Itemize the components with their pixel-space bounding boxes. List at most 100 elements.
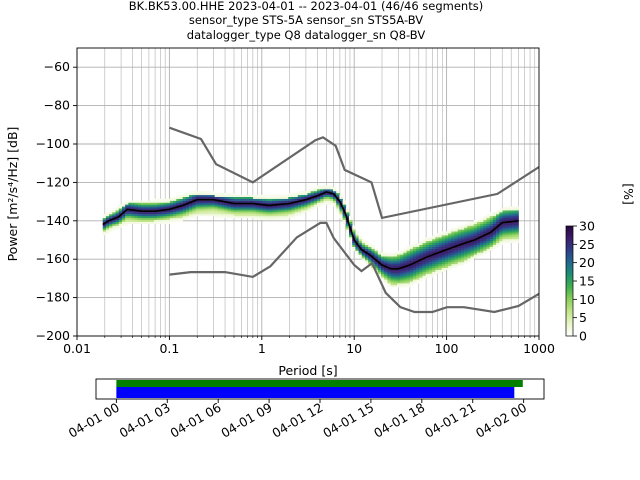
heatmap-cell xyxy=(259,216,263,219)
heatmap-cell xyxy=(230,194,235,197)
heatmap-cell xyxy=(512,239,516,242)
heatmap-cell xyxy=(419,244,423,247)
heatmap-cell xyxy=(173,204,177,207)
heatmap-cell xyxy=(221,196,225,199)
heatmap-cell xyxy=(294,196,299,199)
heatmap-cell xyxy=(291,196,295,199)
heatmap-cell xyxy=(515,227,519,230)
heatmap-cell xyxy=(224,210,228,213)
heatmap-cell xyxy=(192,204,196,207)
heatmap-cell xyxy=(313,206,318,209)
heatmap-cell xyxy=(115,219,120,222)
heatmap-cell xyxy=(211,191,215,194)
heatmap-cell xyxy=(377,264,382,267)
heatmap-cell xyxy=(448,237,452,240)
heatmap-cell xyxy=(438,267,443,270)
heatmap-cell xyxy=(435,244,439,247)
heatmap-cell xyxy=(317,192,321,196)
heatmap-cell xyxy=(425,273,430,276)
heatmap-cell xyxy=(396,256,401,259)
heatmap-cell xyxy=(345,231,350,234)
heatmap-cell xyxy=(448,258,452,261)
heatmap-cell xyxy=(304,206,308,209)
heatmap-cell xyxy=(272,210,276,213)
heatmap-cell xyxy=(221,192,225,196)
heatmap-cell xyxy=(141,204,145,207)
heatmap-cell xyxy=(444,231,449,234)
heatmap-cell xyxy=(451,239,455,242)
heatmap-cell xyxy=(438,256,443,259)
heatmap-cell xyxy=(345,208,350,211)
heatmap-cell xyxy=(425,254,430,257)
heatmap-cell xyxy=(492,217,497,221)
heatmap-cell xyxy=(403,250,407,253)
heatmap-cell xyxy=(492,223,497,226)
heatmap-cell xyxy=(441,254,446,257)
heatmap-cell xyxy=(419,250,423,253)
heatmap-cell xyxy=(333,198,337,201)
heatmap-cell xyxy=(227,198,231,201)
heatmap-cell xyxy=(403,277,407,280)
heatmap-cell xyxy=(131,216,136,219)
heatmap-cell xyxy=(489,212,494,215)
heatmap-cell xyxy=(243,210,247,213)
heatmap-cell xyxy=(211,196,215,199)
heatmap-cell xyxy=(243,200,247,203)
heatmap-cell xyxy=(281,214,286,217)
heatmap-cell xyxy=(256,204,260,207)
heatmap-cell xyxy=(169,202,174,205)
heatmap-cell xyxy=(201,208,206,211)
heatmap-cell xyxy=(333,189,337,192)
heatmap-cell xyxy=(380,273,385,276)
heatmap-cell xyxy=(253,212,257,215)
heatmap-cell xyxy=(473,235,478,238)
heatmap-cell xyxy=(396,275,401,278)
heatmap-cell xyxy=(147,208,152,211)
heatmap-cell xyxy=(454,248,459,251)
heatmap-cell xyxy=(396,252,401,255)
heatmap-cell xyxy=(441,267,446,270)
heatmap-cell xyxy=(508,235,513,238)
heatmap-cell xyxy=(182,202,187,205)
heatmap-cell xyxy=(304,191,308,194)
heatmap-cell xyxy=(233,216,238,219)
heatmap-cell xyxy=(166,210,171,213)
heatmap-cell xyxy=(224,204,228,207)
heatmap-cell xyxy=(208,208,212,211)
heatmap-cell xyxy=(508,239,513,242)
heatmap-cell xyxy=(166,219,171,222)
heatmap-cell xyxy=(409,248,414,251)
heatmap-cell xyxy=(515,217,519,221)
heatmap-cell xyxy=(339,216,343,219)
heatmap-cell xyxy=(403,275,407,278)
heatmap-cell xyxy=(253,204,257,207)
heatmap-cell xyxy=(505,206,510,209)
heatmap-cell xyxy=(262,217,267,221)
heatmap-cell xyxy=(230,206,235,209)
heatmap-cell xyxy=(275,216,279,219)
heatmap-cell xyxy=(352,229,356,232)
heatmap-cell xyxy=(496,221,500,224)
heatmap-cell xyxy=(435,250,439,253)
heatmap-cell xyxy=(211,214,215,217)
heatmap-cell xyxy=(320,198,324,201)
heatmap-cell xyxy=(483,240,487,244)
heatmap-cell xyxy=(102,229,107,232)
heatmap-cell xyxy=(278,204,283,207)
heatmap-cell xyxy=(307,191,311,194)
heatmap-cell xyxy=(361,242,366,245)
heatmap-cell xyxy=(508,217,513,221)
heatmap-cell xyxy=(243,208,247,211)
heatmap-cell xyxy=(496,231,500,234)
heatmap-cell xyxy=(253,194,257,197)
heatmap-cell xyxy=(403,262,407,265)
heatmap-cell xyxy=(451,244,455,247)
y-tick-label: −180 xyxy=(36,290,70,305)
heatmap-cell xyxy=(185,206,190,209)
heatmap-cell xyxy=(515,221,519,224)
heatmap-cell xyxy=(393,264,398,267)
heatmap-cell xyxy=(243,194,247,197)
heatmap-cell xyxy=(192,216,196,219)
heatmap-cell xyxy=(451,242,455,245)
heatmap-cell xyxy=(342,216,347,219)
